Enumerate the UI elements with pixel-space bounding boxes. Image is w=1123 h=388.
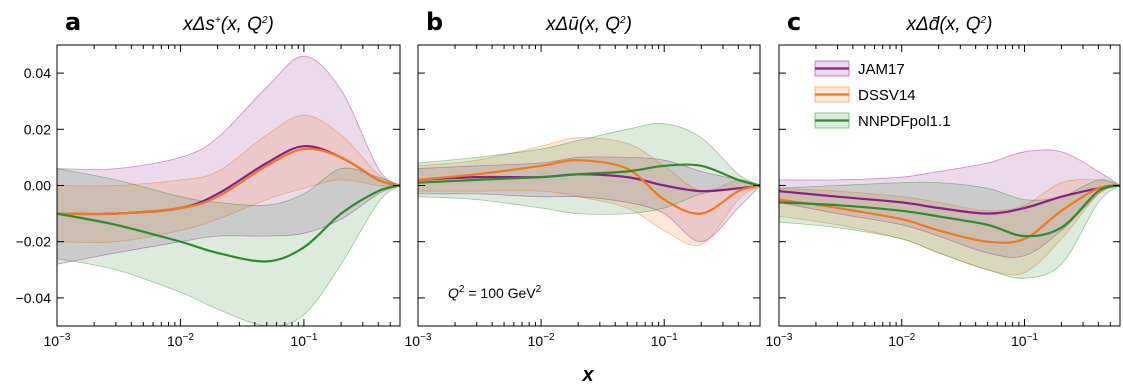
- x-tick-label: 10−1: [651, 332, 678, 349]
- plot-area-b: [418, 123, 760, 247]
- panels: −0.04 −0.02 0.00 0.02 0.04 10−3 10−2 10−1 a xΔs+(…: [16, 8, 1121, 349]
- plot-area-c: [779, 149, 1120, 279]
- x-tick-label: 10−1: [1011, 332, 1038, 349]
- line-dssv14-b: [418, 159, 760, 215]
- legend: JAM17 DSSV14 NNPDFpol1.1: [814, 60, 951, 130]
- panel-c: 10−3 10−2 10−1 c xΔd̄(x, Q2) JAM17 DSSV14 NNPDF…: [766, 8, 1121, 349]
- x-tick-label: 10−2: [888, 332, 915, 349]
- line-jam17-b: [418, 173, 760, 193]
- panel-letter-a: a: [65, 8, 81, 36]
- panel-b: 10−3 10−2 10−1 b xΔū(x, Q2) Q2 = 100 GeV2: [405, 8, 761, 349]
- x-tick-label: 10−1: [290, 332, 317, 349]
- panel-title-a: xΔs+(x, Q2): [182, 14, 274, 35]
- x-tick-label: 10−3: [405, 332, 432, 349]
- line-nnpdfpol11-c: [779, 184, 1120, 238]
- x-tick-label: 10−3: [44, 332, 71, 349]
- y-tick-label: 0.00: [24, 178, 51, 194]
- line-nnpdfpol11-a: [57, 184, 400, 263]
- y-tick-label: 0.02: [24, 121, 51, 137]
- legend-label-nnpdfpol11: NNPDFpol1.1: [858, 113, 951, 130]
- x-tick-label: 10−3: [766, 332, 793, 349]
- legend-label-jam17: JAM17: [858, 61, 905, 78]
- line-nnpdfpol11-b: [418, 163, 760, 187]
- x-tick-label: 10−2: [167, 332, 194, 349]
- y-tick-label: −0.04: [16, 290, 52, 306]
- plot-area-a: [57, 55, 400, 326]
- panel-title-c: xΔd̄(x, Q2): [906, 14, 993, 35]
- y-tick-label: 0.04: [24, 65, 51, 81]
- panel-letter-c: c: [787, 8, 801, 36]
- line-dssv14-c: [779, 184, 1120, 244]
- y-tick-label: −0.02: [16, 234, 52, 250]
- panel-a: −0.04 −0.02 0.00 0.02 0.04 10−3 10−2 10−1 a xΔs+(…: [16, 8, 401, 349]
- legend-label-dssv14: DSSV14: [858, 87, 916, 104]
- line-dssv14-a: [57, 147, 400, 216]
- panel-title-b: xΔū(x, Q2): [545, 14, 632, 35]
- line-jam17-c: [779, 184, 1120, 215]
- x-axis-label: x: [581, 364, 594, 386]
- x-tick-label: 10−2: [528, 332, 555, 349]
- panel-letter-b: b: [426, 8, 443, 36]
- scale-annotation: Q2 = 100 GeV2: [448, 284, 542, 301]
